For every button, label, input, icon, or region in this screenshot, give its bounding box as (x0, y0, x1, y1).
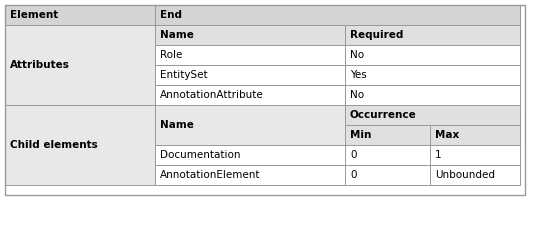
Bar (345, 65, 520, 85)
Bar (155, 105, 345, 145)
Text: Occurrence: Occurrence (350, 110, 417, 120)
Text: Name: Name (160, 30, 194, 40)
Text: No: No (350, 90, 364, 100)
Text: Documentation: Documentation (160, 150, 240, 160)
Bar (345, 165, 430, 185)
Text: Name: Name (160, 120, 194, 130)
Bar (155, 25, 345, 45)
Text: No: No (350, 50, 364, 60)
Text: 0: 0 (350, 170, 357, 180)
Text: AnnotationElement: AnnotationElement (160, 170, 261, 180)
Bar (430, 165, 520, 185)
Bar (155, 45, 345, 65)
Text: AnnotationAttribute: AnnotationAttribute (160, 90, 264, 100)
Bar (345, 125, 430, 145)
Text: Attributes: Attributes (10, 60, 70, 70)
Text: Max: Max (435, 130, 459, 140)
Text: Min: Min (350, 130, 372, 140)
Bar (345, 45, 520, 65)
Text: 1: 1 (435, 150, 442, 160)
Bar (345, 105, 520, 125)
Text: Yes: Yes (350, 70, 367, 80)
Text: 0: 0 (350, 150, 357, 160)
Bar (345, 25, 520, 45)
Text: Child elements: Child elements (10, 140, 98, 150)
Text: Element: Element (10, 10, 58, 20)
Bar (5, 105, 155, 185)
Text: Required: Required (350, 30, 403, 40)
Text: End: End (160, 10, 182, 20)
Bar (5, 5, 525, 195)
Bar (155, 5, 520, 25)
Bar (430, 145, 520, 165)
Bar (155, 65, 345, 85)
Bar (155, 165, 345, 185)
Text: EntitySet: EntitySet (160, 70, 208, 80)
Text: Unbounded: Unbounded (435, 170, 495, 180)
Bar (5, 25, 155, 105)
Bar (155, 145, 345, 165)
Text: Role: Role (160, 50, 182, 60)
Bar (345, 145, 430, 165)
Bar (430, 125, 520, 145)
Bar (155, 85, 345, 105)
Bar (5, 5, 155, 25)
Bar (345, 85, 520, 105)
